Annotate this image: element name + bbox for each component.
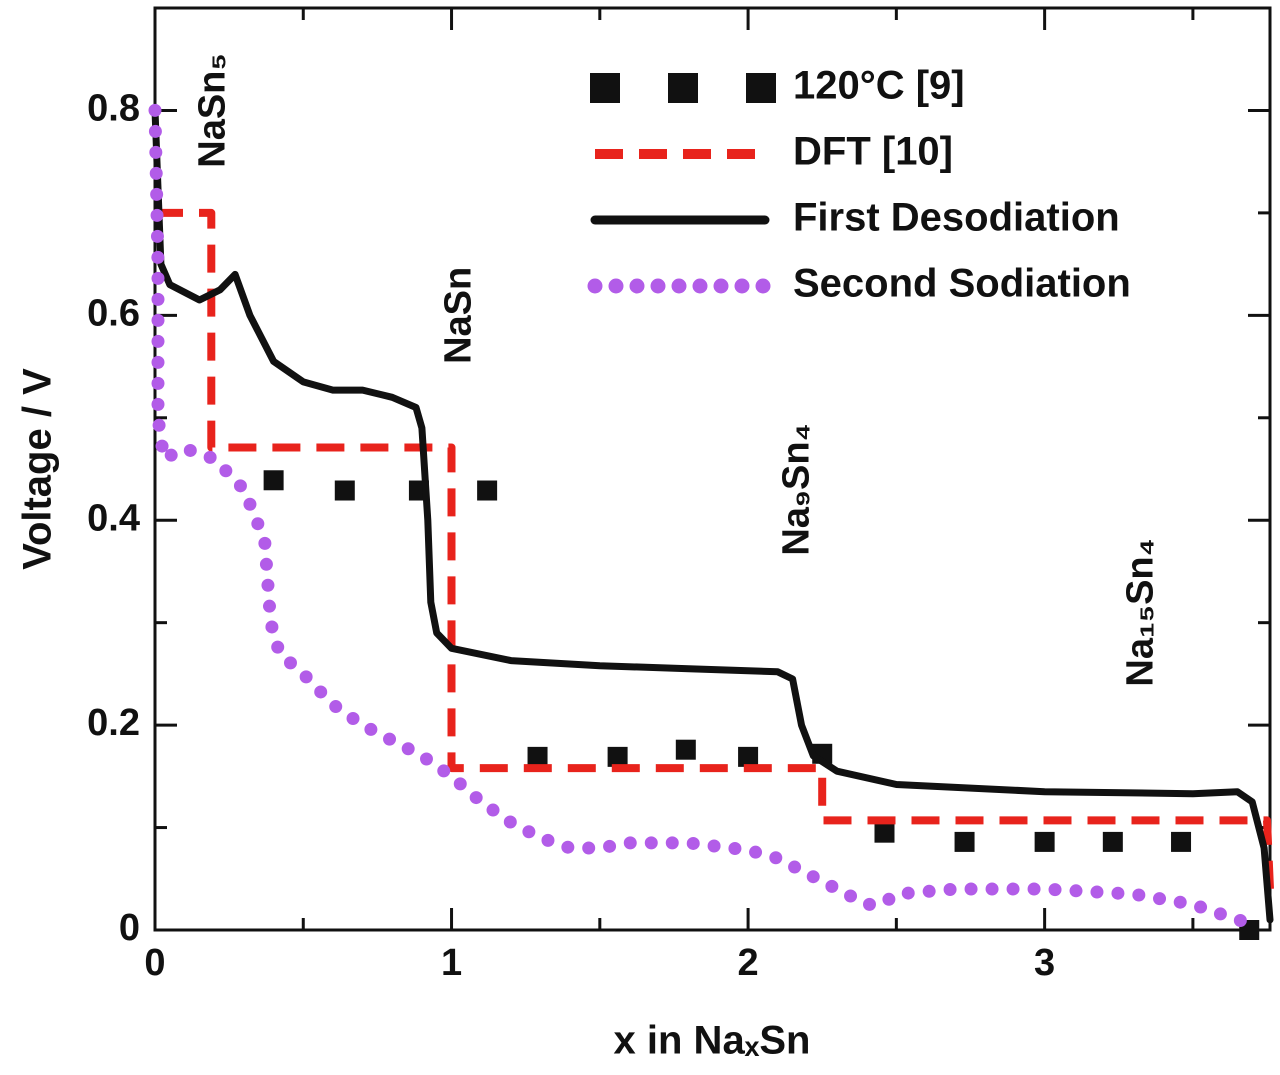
data-point: [1171, 831, 1192, 852]
y-tick-label: 0.2: [87, 702, 140, 744]
plot-frame: [153, 6, 1272, 932]
data-point: [874, 822, 895, 843]
series-line: [155, 208, 1274, 890]
legend-marker: [590, 73, 620, 103]
y-tick-label: 0.8: [87, 87, 140, 129]
legend-label: Second Sodiation: [793, 262, 1131, 306]
y-tick-label: 0.4: [87, 497, 140, 539]
annotation: NaSn: [437, 267, 479, 364]
x-axis-label: x in NaₓSn: [614, 1019, 811, 1063]
annotation: NaSn₅: [191, 53, 233, 168]
y-tick-label: 0.6: [87, 292, 140, 334]
data-point: [527, 746, 548, 767]
series-line: [151, 106, 1274, 924]
data-point: [334, 480, 355, 501]
data-point: [477, 480, 498, 501]
x-tick-label: 3: [1034, 942, 1055, 984]
data-point: [263, 470, 284, 491]
data-point: [607, 746, 628, 767]
data-point: [1102, 831, 1123, 852]
legend-label: First Desodiation: [793, 196, 1120, 240]
annotation: Na₁₅Sn₄: [1120, 538, 1162, 686]
legend-marker: [668, 73, 698, 103]
x-tick-label: 2: [738, 942, 759, 984]
y-axis-label: Voltage / V: [16, 368, 60, 570]
data-point: [1034, 831, 1055, 852]
legend-label: 120°C [9]: [793, 64, 965, 108]
legend-marker: [746, 73, 776, 103]
x-tick-label: 1: [441, 942, 462, 984]
data-point: [675, 739, 696, 760]
series-line: [148, 103, 1265, 932]
annotation: Na₉Sn₄: [776, 423, 818, 555]
x-tick-label: 0: [144, 942, 165, 984]
data-point: [954, 831, 975, 852]
legend-label: DFT [10]: [793, 130, 953, 174]
data-point: [738, 746, 759, 767]
y-tick-label: 0: [119, 907, 140, 949]
